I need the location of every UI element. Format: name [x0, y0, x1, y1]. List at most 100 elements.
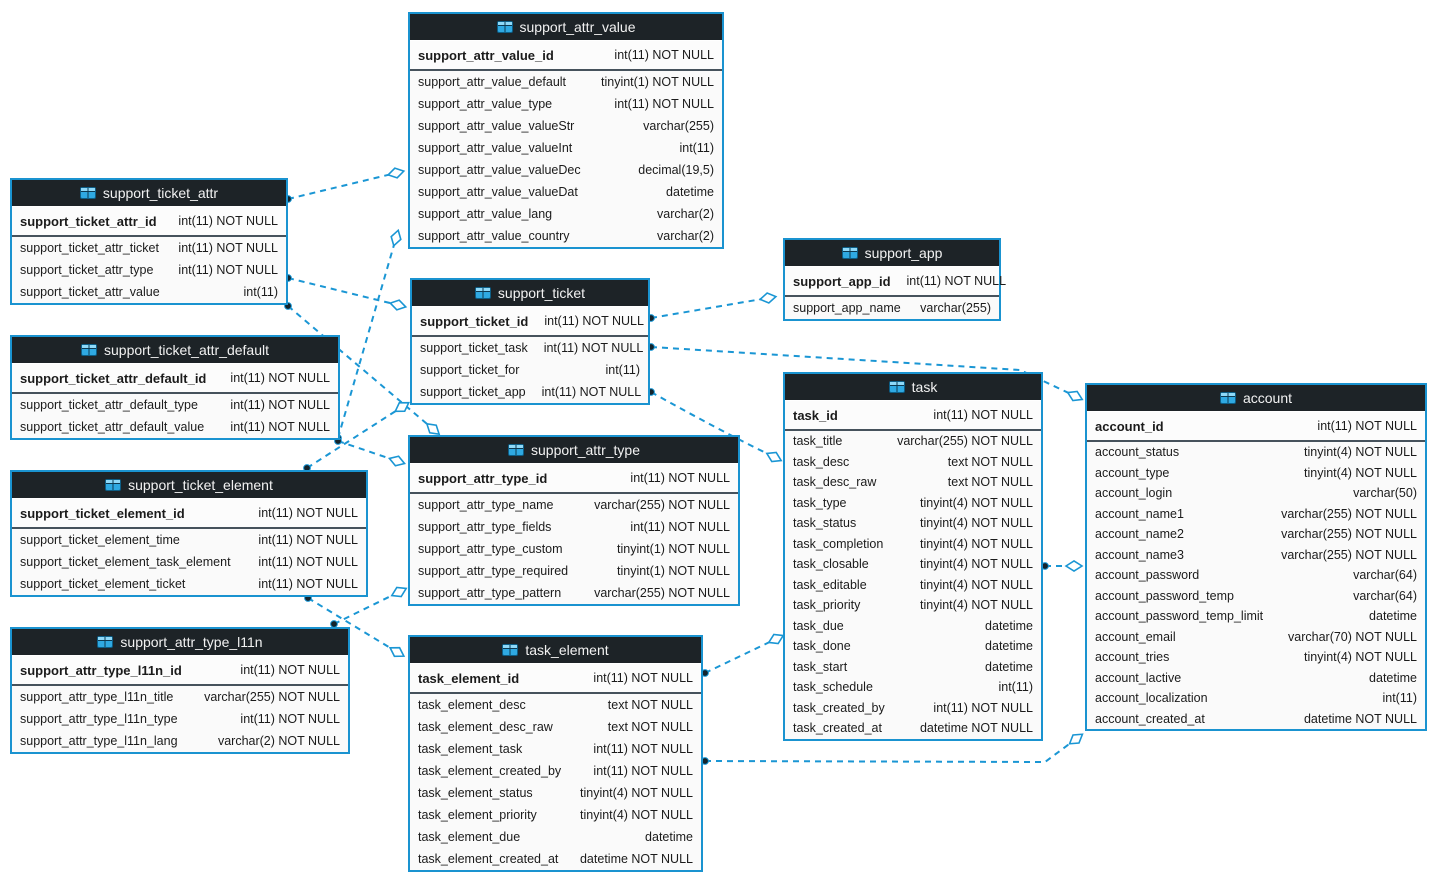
column-row[interactable]: support_attr_type_name varchar(255) NOT N… — [410, 494, 738, 516]
pk-row[interactable]: support_ticket_attr_default_id int(11) NO… — [12, 364, 338, 392]
table-support_ticket_attr_default[interactable]: support_ticket_attr_default support_ticke… — [10, 335, 340, 440]
relationship-line[interactable] — [650, 391, 775, 458]
column-row[interactable]: account_login varchar(50) — [1087, 483, 1425, 504]
relationship-task_element-to-account[interactable] — [701, 730, 1086, 765]
table-header[interactable]: support_attr_type — [410, 437, 738, 464]
table-account[interactable]: account account_id int(11) NOT NULL account… — [1085, 383, 1427, 731]
relationship-line[interactable] — [287, 172, 397, 200]
column-row[interactable]: task_completion tinyint(4) NOT NULL — [785, 533, 1041, 554]
column-row[interactable]: account_password_temp varchar(64) — [1087, 585, 1425, 606]
column-row[interactable]: support_attr_type_required tinyint(1) NOT… — [410, 560, 738, 582]
relationship-support_ticket_element-to-task_element[interactable] — [304, 594, 407, 661]
column-row[interactable]: task_element_priority tinyint(4) NOT NULL — [410, 804, 701, 826]
column-row[interactable]: task_schedule int(11) — [785, 677, 1041, 698]
column-row[interactable]: task_element_status tinyint(4) NOT NULL — [410, 782, 701, 804]
table-header[interactable]: support_attr_value — [410, 14, 722, 41]
pk-row[interactable]: support_attr_value_id int(11) NOT NULL — [410, 41, 722, 69]
table-support_ticket[interactable]: support_ticket support_ticket_id int(11) N… — [410, 278, 650, 405]
column-row[interactable]: support_ticket_element_time int(11) NOT N… — [12, 529, 366, 551]
relationship-line[interactable] — [650, 297, 769, 319]
column-row[interactable]: task_editable tinyint(4) NOT NULL — [785, 574, 1041, 595]
column-row[interactable]: support_ticket_app int(11) NOT NULL — [412, 381, 648, 403]
column-row[interactable]: support_ticket_attr_value int(11) — [12, 281, 286, 303]
pk-row[interactable]: support_attr_type_l11n_id int(11) NOT NUL… — [12, 656, 348, 684]
column-row[interactable]: support_ticket_attr_default_value int(11)… — [12, 416, 338, 438]
column-row[interactable]: support_attr_value_valueInt int(11) — [410, 137, 722, 159]
column-row[interactable]: account_name1 varchar(255) NOT NULL — [1087, 503, 1425, 524]
relationship-support_ticket_attr-to-support_attr_type[interactable] — [284, 302, 443, 438]
column-row[interactable]: support_attr_value_lang varchar(2) — [410, 203, 722, 225]
pk-row[interactable]: support_ticket_id int(11) NOT NULL — [412, 307, 648, 335]
column-row[interactable]: account_localization int(11) — [1087, 688, 1425, 709]
pk-row[interactable]: account_id int(11) NOT NULL — [1087, 412, 1425, 440]
table-support_attr_type[interactable]: support_attr_type support_attr_type_id int… — [408, 435, 740, 606]
column-row[interactable]: account_type tinyint(4) NOT NULL — [1087, 462, 1425, 483]
column-row[interactable]: account_name2 varchar(255) NOT NULL — [1087, 524, 1425, 545]
table-task_element[interactable]: task_element task_element_id int(11) NOT N… — [408, 635, 703, 872]
column-row[interactable]: task_element_task int(11) NOT NULL — [410, 738, 701, 760]
column-row[interactable]: task_element_created_by int(11) NOT NULL — [410, 760, 701, 782]
table-support_attr_value[interactable]: support_attr_value support_attr_value_id i… — [408, 12, 724, 249]
column-row[interactable]: account_lactive datetime — [1087, 667, 1425, 688]
table-support_ticket_element[interactable]: support_ticket_element support_ticket_ele… — [10, 470, 368, 597]
column-row[interactable]: support_attr_value_valueDec decimal(19,5) — [410, 159, 722, 181]
column-row[interactable]: task_done datetime — [785, 636, 1041, 657]
column-row[interactable]: task_title varchar(255) NOT NULL — [785, 431, 1041, 452]
table-header[interactable]: account — [1087, 385, 1425, 412]
table-header[interactable]: support_ticket_attr — [12, 180, 286, 207]
column-row[interactable]: task_closable tinyint(4) NOT NULL — [785, 554, 1041, 575]
table-support_attr_type_l11n[interactable]: support_attr_type_l11n support_attr_type_… — [10, 627, 350, 754]
column-row[interactable]: task_type tinyint(4) NOT NULL — [785, 492, 1041, 513]
table-header[interactable]: support_ticket_element — [12, 472, 366, 499]
column-row[interactable]: support_attr_type_l11n_type int(11) NOT N… — [12, 708, 348, 730]
relationship-line[interactable] — [650, 346, 1076, 397]
column-row[interactable]: account_status tinyint(4) NOT NULL — [1087, 442, 1425, 463]
relationship-task_element-to-task[interactable] — [701, 631, 786, 677]
column-row[interactable]: account_created_at datetime NOT NULL — [1087, 708, 1425, 729]
table-header[interactable]: task — [785, 374, 1041, 401]
column-row[interactable]: task_element_desc_raw text NOT NULL — [410, 716, 701, 738]
column-row[interactable]: support_attr_type_fields int(11) NOT NULL — [410, 516, 738, 538]
table-header[interactable]: support_app — [785, 240, 999, 267]
column-row[interactable]: support_attr_type_l11n_lang varchar(2) NO… — [12, 730, 348, 752]
relationship-support_ticket_attr-to-support_ticket[interactable] — [284, 274, 408, 312]
column-row[interactable]: support_ticket_element_task_element int(1… — [12, 551, 366, 573]
column-row[interactable]: support_ticket_attr_ticket int(11) NOT NU… — [12, 237, 286, 259]
column-row[interactable]: support_attr_type_l11n_title varchar(255)… — [12, 686, 348, 708]
column-row[interactable]: support_ticket_attr_default_type int(11) … — [12, 394, 338, 416]
column-row[interactable]: account_name3 varchar(255) NOT NULL — [1087, 544, 1425, 565]
column-row[interactable]: task_created_by int(11) NOT NULL — [785, 697, 1041, 718]
relationship-support_ticket_attr_default-to-support_attr_value[interactable] — [334, 228, 403, 442]
relationship-line[interactable] — [287, 305, 434, 430]
pk-row[interactable]: support_app_id int(11) NOT NULL — [785, 267, 1006, 295]
relationship-line[interactable] — [704, 638, 777, 674]
column-row[interactable]: account_tries tinyint(4) NOT NULL — [1087, 647, 1425, 668]
pk-row[interactable]: support_ticket_attr_id int(11) NOT NULL — [12, 207, 286, 235]
relationship-line[interactable] — [337, 237, 397, 439]
relationship-support_ticket-to-account[interactable] — [647, 343, 1085, 404]
column-row[interactable]: account_password_temp_limit datetime — [1087, 606, 1425, 627]
column-row[interactable]: account_password varchar(64) — [1087, 565, 1425, 586]
column-row[interactable]: task_element_created_at datetime NOT NULL — [410, 848, 701, 870]
relationship-line[interactable] — [306, 406, 403, 469]
table-header[interactable]: support_ticket_attr_default — [12, 337, 338, 364]
column-row[interactable]: task_priority tinyint(4) NOT NULL — [785, 595, 1041, 616]
pk-row[interactable]: task_id int(11) NOT NULL — [785, 401, 1041, 429]
column-row[interactable]: support_attr_value_valueDat datetime — [410, 181, 722, 203]
relationship-line[interactable] — [704, 738, 1077, 764]
table-support_ticket_attr[interactable]: support_ticket_attr support_ticket_attr_i… — [10, 178, 288, 305]
relationship-task-to-account[interactable] — [1041, 560, 1084, 572]
table-task[interactable]: task task_id int(11) NOT NULL task_title var… — [783, 372, 1043, 741]
column-row[interactable]: support_ticket_task int(11) NOT NULL — [412, 337, 648, 359]
column-row[interactable]: support_attr_type_pattern varchar(255) NO… — [410, 582, 738, 604]
pk-row[interactable]: task_element_id int(11) NOT NULL — [410, 664, 701, 692]
column-row[interactable]: task_desc text NOT NULL — [785, 451, 1041, 472]
relationship-support_ticket-to-task[interactable] — [647, 388, 784, 465]
column-row[interactable]: support_app_name varchar(255) — [785, 297, 999, 319]
table-header[interactable]: support_attr_type_l11n — [12, 629, 348, 656]
column-row[interactable]: support_attr_value_default tinyint(1) NOT… — [410, 71, 722, 93]
table-support_app[interactable]: support_app support_app_id int(11) NOT NUL… — [783, 238, 1006, 321]
column-row[interactable]: task_start datetime — [785, 656, 1041, 677]
column-row[interactable]: support_attr_value_valueStr varchar(255) — [410, 115, 722, 137]
relationship-support_ticket-to-support_app[interactable] — [647, 292, 778, 322]
